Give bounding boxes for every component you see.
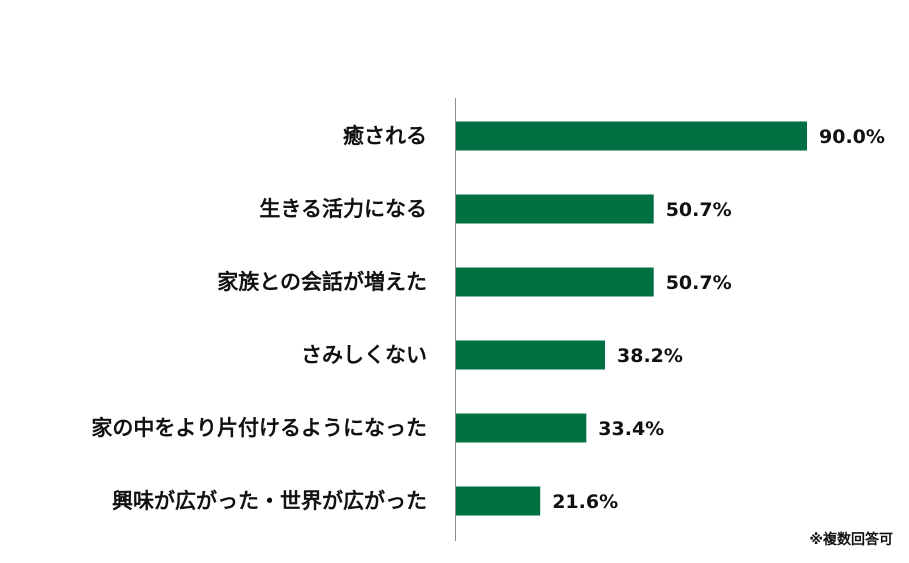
- category-label-0: 癒される: [343, 124, 427, 148]
- bar-1: [456, 194, 654, 224]
- bars-group: 癒される 90.0% 生きる活力になる 50.7% 家族との会話が増えた 50.7% さみし…: [91, 121, 885, 516]
- category-label-1: 生きる活力になる: [259, 197, 427, 221]
- bar-4: [456, 413, 587, 443]
- category-label-3: さみしくない: [301, 343, 427, 367]
- value-label-3: 38.2%: [617, 345, 683, 367]
- category-label-2: 家族との会話が増えた: [217, 270, 427, 294]
- bar-0: [456, 121, 807, 151]
- value-label-5: 21.6%: [552, 491, 618, 513]
- bar-5: [456, 486, 541, 516]
- bar-3: [456, 340, 605, 370]
- bar-2: [456, 267, 654, 297]
- value-label-2: 50.7%: [666, 272, 732, 294]
- footnote-multiple-answers: ※複数回答可: [809, 532, 893, 548]
- value-label-0: 90.0%: [819, 126, 885, 148]
- category-label-4: 家の中をより片付けるようになった: [91, 416, 427, 440]
- value-label-1: 50.7%: [666, 199, 732, 221]
- value-label-4: 33.4%: [598, 418, 664, 440]
- category-label-5: 興味が広がった・世界が広がった: [112, 489, 427, 513]
